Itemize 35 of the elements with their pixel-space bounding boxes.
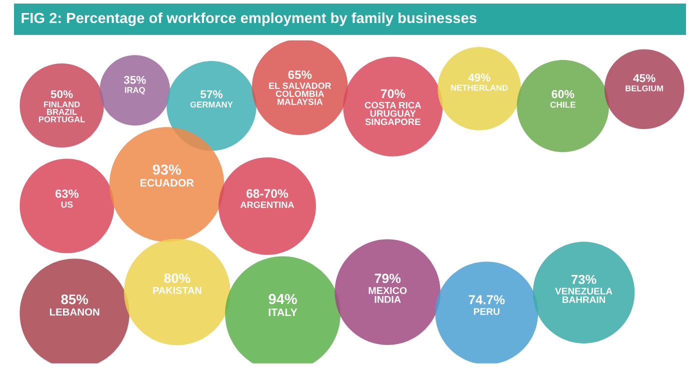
category-label: IRAQ [125,87,145,94]
category-label: COSTA RICA URUGUAY SINGAPORE [364,102,422,126]
data-label: 49% [468,74,490,82]
data-label: 85% [61,294,88,304]
category-label: CHILE [550,102,576,108]
category-label: LEBANON [50,308,100,316]
data-label: 94% [268,294,297,304]
category-label: MEXICO INDIA [368,287,407,303]
category-label: VENEZUELA BAHRAIN [555,288,612,303]
category-label: PAKISTAN [153,286,202,294]
category-label: GERMANY [190,102,233,108]
data-label: 35% [124,76,146,84]
data-label: 80% [164,273,190,283]
text: FIG 2: Percentage of workforce employment by family businesses [22,12,476,26]
data-label: 74.7% [468,295,505,304]
data-label: 63% [55,189,79,198]
category-label: BELGIUM [626,85,664,92]
data-label: 68-70% [246,189,288,198]
data-label: 79% [374,274,401,284]
data-label: 65% [288,70,312,79]
category-label: FINLAND BRAZIL PORTUGAL [38,102,85,122]
data-label: 45% [633,74,656,82]
category-label: PERU [474,308,500,315]
data-label: 73% [572,274,596,284]
category-label: EL SALVADOR COLOMBIA MALAYSIA [269,82,332,105]
data-label: 50% [50,90,73,98]
category-label: ARGENTINA [240,202,294,208]
category-label: ITALY [268,308,298,316]
data-label: 70% [380,89,406,98]
data-label: 93% [152,164,181,175]
category-label: NETHERLAND [451,84,508,91]
category-label: ECUADOR [140,179,194,187]
data-label: 57% [200,90,223,98]
category-label: US [61,201,73,208]
data-label: 60% [552,90,574,98]
